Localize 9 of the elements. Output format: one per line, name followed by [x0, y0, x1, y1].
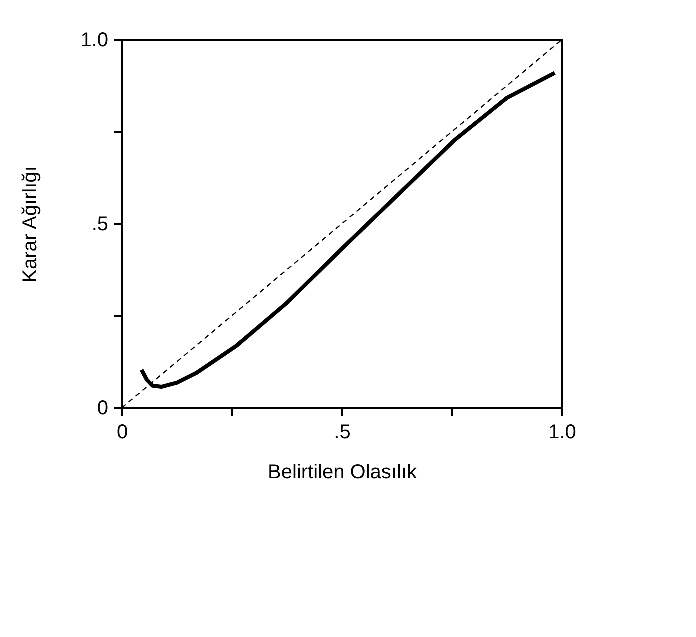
x-tick-label: .5 [334, 422, 351, 444]
y-tick-label: 0 [97, 398, 108, 420]
x-axis-title: Belirtilen Olasılık [268, 462, 418, 484]
y-tick-label: .5 [92, 214, 108, 236]
x-tick-label: 0 [116, 422, 128, 444]
line-series [140, 71, 557, 390]
x-tick-label: 1.0 [548, 422, 576, 444]
y-axis-title: Karar Ağırlığı [20, 166, 42, 283]
y-tick-label: 1.0 [80, 30, 108, 52]
